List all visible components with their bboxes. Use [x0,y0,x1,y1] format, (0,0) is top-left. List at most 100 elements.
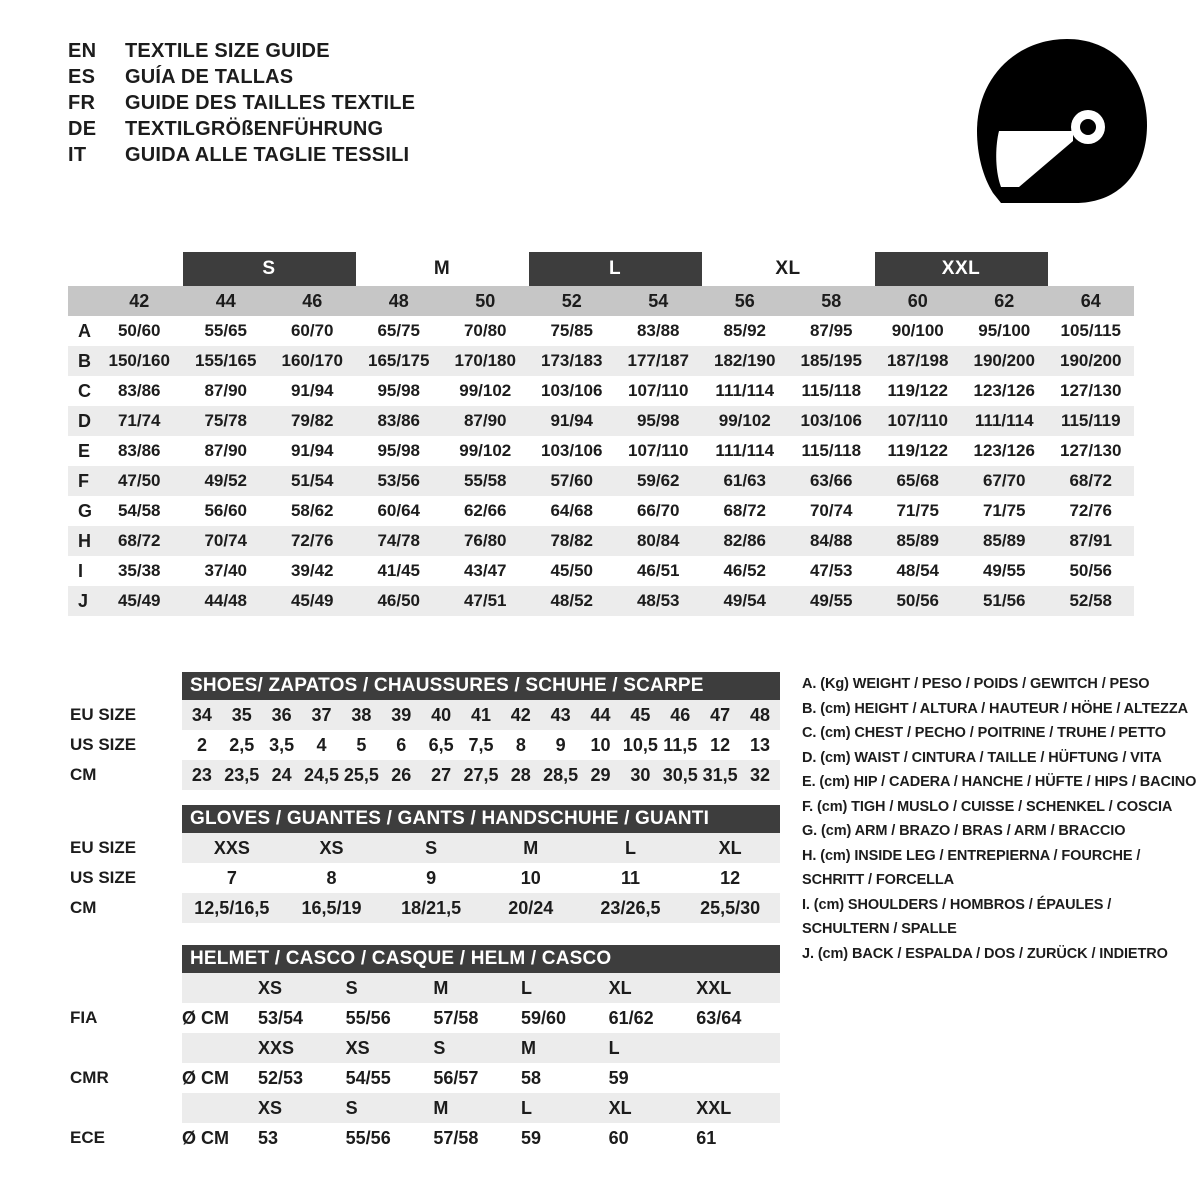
helmet-size-label: L [516,973,605,1003]
cell: 87/90 [204,441,248,460]
column-header-58: 58 [788,286,875,316]
cell: 23,5 [221,760,262,790]
cell: 87/90 [442,406,529,436]
table-row: D 71/74 75/78 79/82 83/86 87/90 91/94 95/98 99/1… [68,406,1134,436]
cell: 59/62 [615,466,702,496]
cell: 41 [461,700,501,730]
column-header-60: 60 [874,286,961,316]
row-label-cm: CM [70,765,97,784]
helmet-unit-label: Ø CM [182,1007,229,1028]
cell: 49/55 [982,561,1026,580]
cell: 173/183 [528,346,615,376]
helmet-size-header-label [68,973,182,1003]
title-block: EN TEXTILE SIZE GUIDE ES GUÍA DE TALLAS FR GU… [68,38,415,168]
row-label-g: G [78,500,93,521]
cell: 57/58 [433,1127,479,1148]
legend-line: B. (cm) HEIGHT / ALTURA / HAUTEUR / HÖHE… [802,700,1188,717]
cell: 99/102 [459,441,512,460]
table-row: EU SIZE 34 35 36 37 38 39 40 41 42 43 44 45 46 47 48 [68,700,780,730]
cell: 83/88 [636,321,680,340]
cell: 150/160 [96,346,183,376]
column-header-50: 50 [442,286,529,316]
helmet-standard-cmr: CMR [70,1068,109,1087]
cell: 39 [381,700,422,730]
cell: 45/50 [550,561,594,580]
cell: 29 [580,760,621,790]
cell: 155/165 [182,346,269,376]
cell: 49/52 [182,466,269,496]
helmet-size-table: HELMET / CASCO / CASQUE / HELM / CASCO X… [68,945,780,1153]
cell: 10 [590,734,611,755]
cell: M [480,833,581,863]
cell: 45/49 [269,586,356,616]
cell: 70/74 [809,501,853,520]
table-row: C 83/86 87/90 91/94 95/98 99/102 103/106 107/11… [68,376,1134,406]
row-label-eu-size: EU SIZE [70,705,137,724]
helmet-size-label: XS [254,1093,342,1123]
row-label-a: A [78,320,91,341]
helmet-size-header-spacer [182,973,254,1003]
cell: 41/45 [377,561,421,580]
cell: 115/118 [801,441,862,460]
legend-line: A. (Kg) WEIGHT / PESO / POIDS / GEWITCH … [802,676,1150,692]
cell: 127/130 [1060,441,1122,460]
cell: 55/65 [204,321,248,340]
helmet-size-header-row: XS S M L XL XXL [68,1093,780,1123]
helmet-size-label [692,1033,780,1063]
column-header-54: 54 [615,286,702,316]
legend-line: F. (cm) TIGH / MUSLO / CUISSE / SCHENKEL… [802,798,1173,815]
gloves-table-body: EU SIZE XXS XS S M L XL US SIZE 7 8 9 10 11 12 CM 12,5/… [68,833,780,923]
row-label-us-size: US SIZE [70,868,137,887]
cell: 35 [221,700,262,730]
table-row: EU SIZE XXS XS S M L XL [68,833,780,863]
helmet-standard-row: ECE Ø CM 53 55/56 57/58 59 60 61 [68,1123,780,1153]
helmet-size-header-row: XS S M L XL XXL [68,973,780,1003]
cell: 54/58 [117,501,161,520]
cell: 10 [520,867,541,888]
cell: 83/86 [117,381,161,400]
table-row: A 50/60 55/65 60/70 65/75 70/80 75/85 83/88 85/9… [68,316,1134,346]
legend-line: D. (cm) WAIST / CINTURA / TAILLE / HÜFTU… [802,749,1162,766]
cell: 6 [396,734,407,755]
legend-line: I. (cm) SHOULDERS / HOMBROS / ÉPAULES / [802,896,1112,913]
cell: 65/68 [874,466,961,496]
column-header-48: 48 [355,286,442,316]
cell: 7,5 [468,734,494,755]
legend-line: C. (cm) CHEST / PECHO / POITRINE / TRUHE… [802,725,1166,741]
cell: S [381,833,481,863]
cell: 40 [421,700,462,730]
cell: 99/102 [459,381,512,400]
column-header-46: 46 [269,286,356,316]
title-text: TEXTILGRÖßENFÜHRUNG [125,118,384,140]
size-group-m: M [433,258,451,279]
cell: 12 [720,867,741,888]
helmet-unit-label: Ø CM [182,1067,229,1088]
cell: 79/82 [269,406,356,436]
cell: 28,5 [540,760,581,790]
cell: 48/54 [896,561,940,580]
cell: 55/56 [345,1007,391,1028]
cell: 56/57 [433,1067,479,1088]
helmet-table-body: XS S M L XL XXL FIA Ø CM 53/54 55/56 57/58 59/60 61/… [68,973,780,1153]
cell: 27 [421,760,462,790]
cell: 71/74 [96,406,183,436]
cell: 95/98 [615,406,702,436]
main-table-header-row: 42 44 46 48 50 52 54 56 58 60 62 64 [68,286,1134,316]
cell: 9 [426,867,437,888]
cell: 55/58 [442,466,529,496]
column-header-56: 56 [701,286,788,316]
cell: 34 [182,700,222,730]
cell: 55/56 [345,1127,391,1148]
table-row: CM 12,5/16,5 16,5/19 18/21,5 20/24 23/26,5 25,… [68,893,780,923]
cell: 35/38 [117,561,161,580]
cell: 2,5 [229,734,255,755]
cell: 71/75 [982,501,1026,520]
size-group-bar-row: S M L XL XXL [68,252,1134,286]
cell: 4 [316,734,327,755]
helmet-size-label: XXL [692,973,780,1003]
legend-line: J. (cm) BACK / ESPALDA / DOS / ZURÜCK / … [802,945,1168,962]
row-label-b: B [68,346,96,376]
cell: 84/88 [788,526,875,556]
cell: 23 [182,760,222,790]
cell: 47/51 [442,586,529,616]
